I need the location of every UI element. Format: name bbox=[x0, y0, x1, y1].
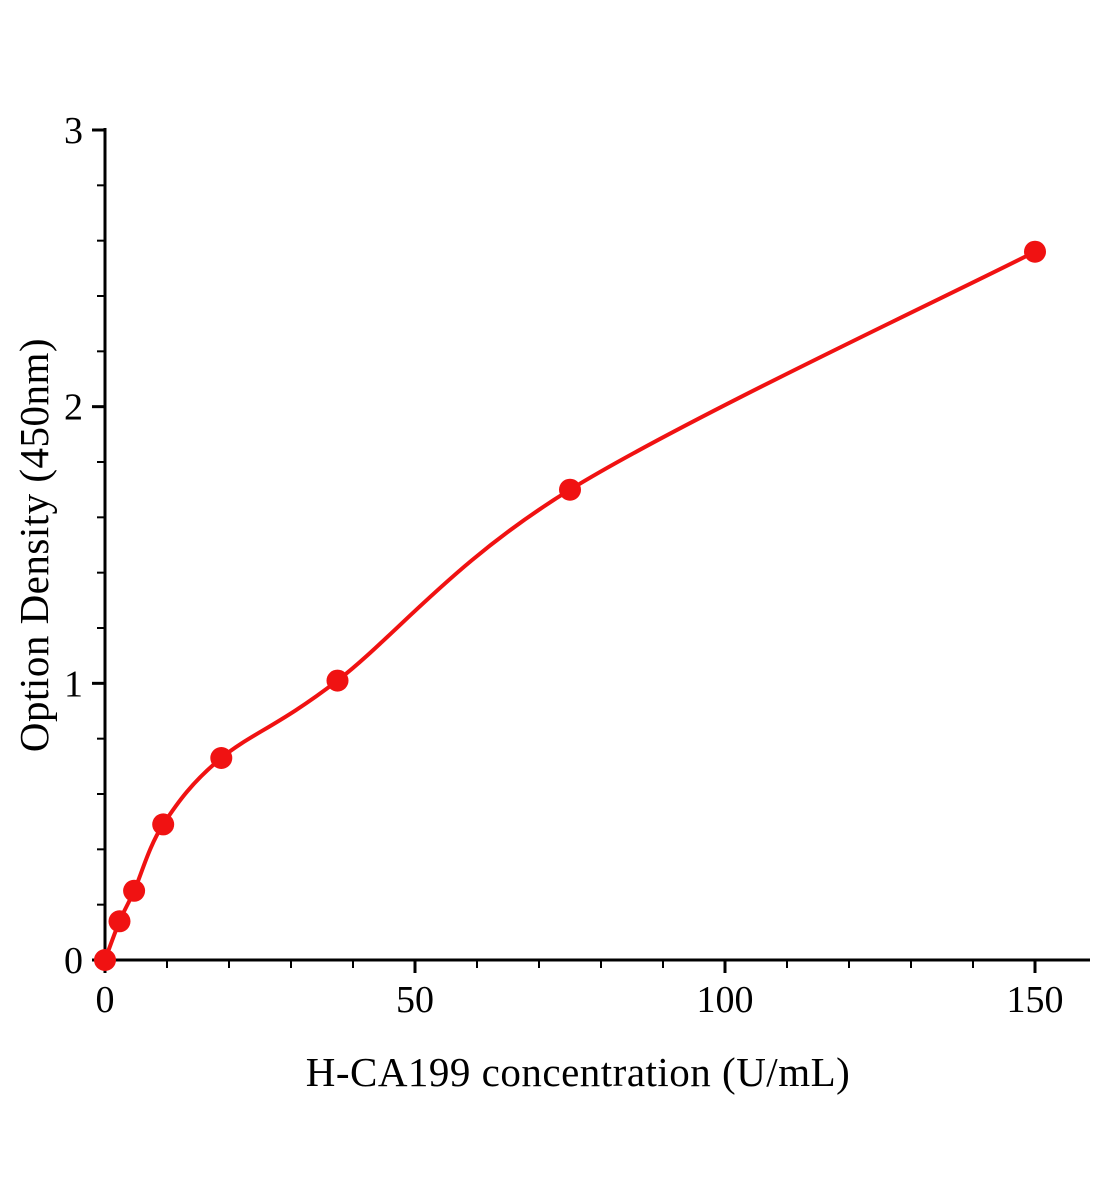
y-tick-label: 3 bbox=[64, 110, 83, 152]
fit-curve bbox=[103, 249, 1037, 962]
x-tick-label: 50 bbox=[396, 979, 434, 1021]
axes-line bbox=[103, 128, 1090, 962]
data-point bbox=[1024, 240, 1046, 263]
y-axis-label: Option Density (450nm) bbox=[11, 337, 57, 753]
x-tick-label: 150 bbox=[1007, 979, 1064, 1021]
y-tick-label: 1 bbox=[64, 663, 83, 705]
data-point bbox=[326, 669, 349, 692]
x-tick-label: 100 bbox=[697, 979, 754, 1021]
data-point bbox=[123, 879, 146, 902]
data-point bbox=[152, 813, 175, 836]
data-point bbox=[94, 949, 116, 971]
data-point bbox=[108, 910, 131, 933]
x-tick-label: 0 bbox=[96, 979, 115, 1021]
y-tick-label: 0 bbox=[64, 940, 83, 982]
x-axis-label: H-CA199 concentration (U/mL) bbox=[305, 1049, 851, 1095]
data-point bbox=[559, 478, 581, 501]
data-point bbox=[210, 747, 233, 769]
y-tick-label: 2 bbox=[64, 387, 83, 429]
